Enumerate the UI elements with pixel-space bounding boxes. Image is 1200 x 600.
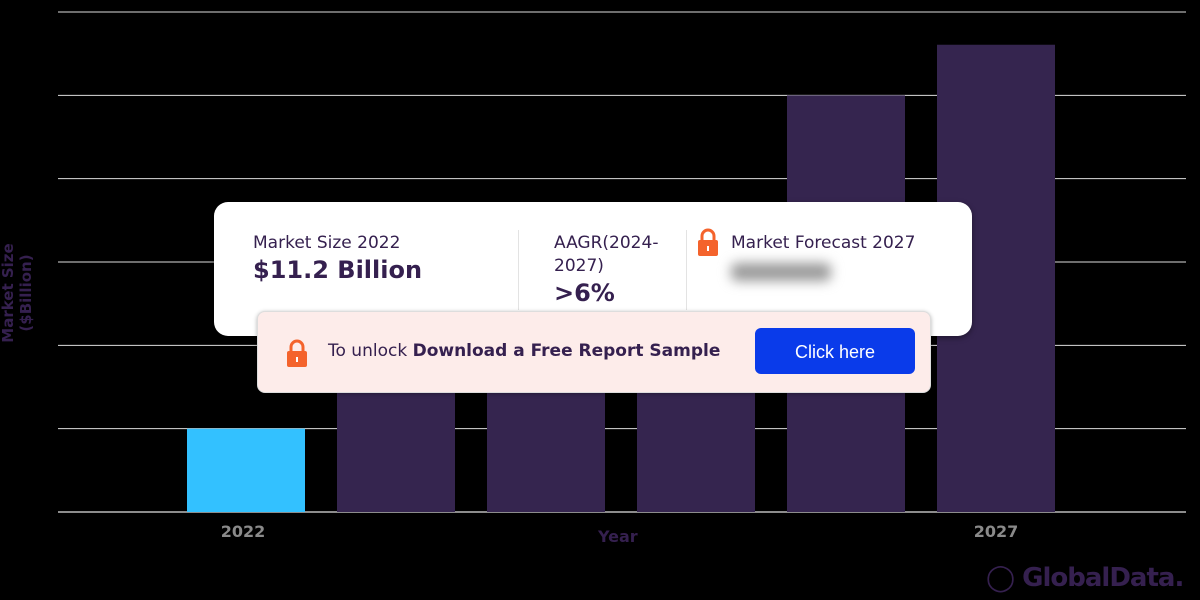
lock-icon (698, 228, 718, 256)
market-size-block: Market Size 2022 $11.2 Billion (253, 232, 422, 285)
bar-2022 (187, 428, 305, 512)
x-tick-label: 2022 (220, 522, 266, 541)
logo-text: GlobalData. (1022, 563, 1184, 593)
blurred-forecast-value (731, 263, 831, 281)
market-size-label: Market Size 2022 (253, 233, 401, 253)
forecast-label: Market Forecast 2027 (731, 233, 916, 253)
aagr-label: AAGR(2024-2027) (554, 233, 659, 276)
forecast-block: Market Forecast 2027 (731, 232, 915, 281)
unlock-link-text: Download a Free Report Sample (412, 341, 721, 361)
lock-icon (287, 339, 307, 367)
y-axis-label: Market Size ($Billion) (0, 243, 35, 343)
aagr-block: AAGR(2024-2027) >6% (554, 232, 669, 308)
unlock-banner: To unlock Download a Free Report Sample … (257, 311, 931, 393)
click-here-button[interactable]: Click here (755, 328, 915, 374)
x-axis-label: Year (598, 527, 638, 546)
unlock-prefix: To unlock (328, 341, 413, 361)
x-tick-label: 2027 (973, 522, 1019, 541)
divider (686, 230, 687, 310)
unlock-text: To unlock Download a Free Report Sample (328, 341, 720, 361)
aagr-value: >6% (554, 279, 615, 307)
globaldata-logo: ◯ GlobalData. (986, 563, 1184, 593)
divider (518, 230, 519, 310)
market-size-value: $11.2 Billion (253, 256, 423, 284)
